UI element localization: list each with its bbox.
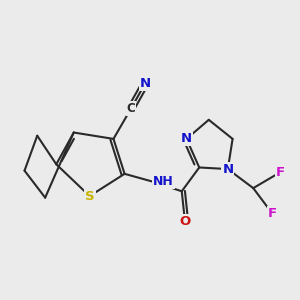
Text: S: S	[85, 190, 94, 202]
Text: N: N	[140, 77, 151, 90]
Text: N: N	[222, 163, 233, 176]
Text: NH: NH	[153, 175, 174, 188]
Text: O: O	[179, 215, 191, 228]
Text: N: N	[181, 132, 192, 146]
Text: C: C	[127, 102, 135, 115]
Text: F: F	[268, 207, 277, 220]
Text: F: F	[276, 166, 285, 179]
